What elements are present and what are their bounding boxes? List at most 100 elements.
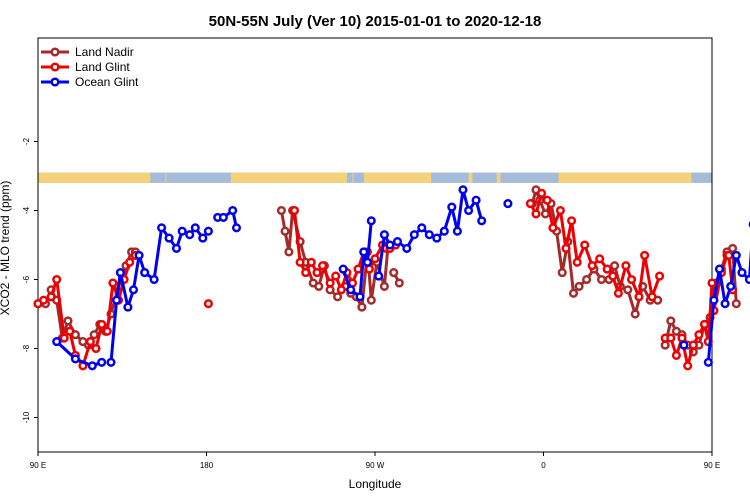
- data-point: [471, 195, 481, 205]
- data-point: [424, 230, 434, 240]
- data-point: [660, 340, 670, 350]
- data-point: [613, 288, 623, 298]
- land-strip-segment: [558, 172, 692, 183]
- data-point: [574, 281, 584, 291]
- data-point: [707, 278, 717, 288]
- data-point: [284, 247, 294, 257]
- data-point: [464, 205, 474, 216]
- data-point: [355, 292, 365, 302]
- data-point: [185, 230, 195, 240]
- data-point: [231, 223, 242, 233]
- data-point: [737, 268, 747, 278]
- data-point: [301, 268, 311, 278]
- data-point: [295, 257, 305, 267]
- x-tick-label: 0: [541, 461, 546, 470]
- data-point: [561, 243, 571, 253]
- data-point: [626, 274, 637, 285]
- data-point: [409, 230, 419, 240]
- data-point: [140, 268, 150, 278]
- land-strip-segment: [496, 172, 501, 183]
- data-point: [314, 281, 324, 291]
- data-point: [602, 264, 612, 274]
- y-tick-label: -2: [22, 137, 31, 145]
- data-point: [726, 281, 736, 291]
- data-point: [595, 254, 605, 264]
- data-point: [582, 274, 592, 285]
- data-point: [359, 247, 369, 257]
- data-point: [683, 361, 693, 371]
- series-ocean-glint: [52, 185, 750, 371]
- data-point: [417, 223, 427, 233]
- data-point: [677, 333, 687, 343]
- data-point: [228, 205, 238, 216]
- data-point: [357, 302, 367, 312]
- data-point: [621, 261, 631, 271]
- data-point: [112, 295, 122, 305]
- series-land-nadir: [33, 185, 741, 357]
- data-point: [744, 274, 750, 285]
- data-point: [318, 261, 328, 271]
- data-point: [439, 226, 449, 236]
- data-point: [557, 268, 567, 278]
- data-point: [647, 292, 657, 302]
- data-point: [724, 250, 734, 260]
- data-point: [97, 319, 107, 329]
- x-tick-label: 90 E: [30, 461, 46, 470]
- data-point: [46, 292, 56, 302]
- data-point: [555, 205, 565, 216]
- data-point: [568, 288, 579, 298]
- data-point: [542, 195, 552, 205]
- data-point: [190, 223, 200, 233]
- data-point: [671, 350, 681, 360]
- data-point: [392, 237, 403, 247]
- data-point: [336, 285, 346, 295]
- data-point: [203, 226, 213, 236]
- data-point: [52, 274, 62, 285]
- data-point: [128, 285, 139, 295]
- data-point: [688, 340, 698, 350]
- data-point: [379, 230, 389, 240]
- data-point: [567, 216, 577, 226]
- data-point: [731, 250, 741, 260]
- data-point: [370, 254, 380, 264]
- data-point: [703, 357, 713, 367]
- series-line: [706, 248, 750, 363]
- x-tick-label: 180: [200, 461, 214, 470]
- data-point: [85, 337, 95, 347]
- data-point: [731, 299, 741, 309]
- data-point: [623, 285, 633, 295]
- land-strip-segment: [38, 172, 151, 183]
- data-point: [548, 223, 558, 233]
- data-point: [91, 343, 101, 354]
- data-point: [108, 278, 118, 288]
- y-tick-label: -4: [22, 206, 31, 214]
- data-point: [477, 216, 487, 226]
- data-point: [580, 240, 590, 250]
- data-point: [608, 271, 618, 281]
- data-point: [432, 233, 442, 243]
- data-point: [280, 226, 290, 236]
- data-point: [218, 212, 228, 222]
- data-point: [312, 268, 322, 278]
- data-point: [572, 257, 582, 267]
- legend-label: Land Glint: [75, 60, 130, 74]
- land-strip-segment: [230, 172, 347, 183]
- data-point: [52, 337, 62, 347]
- series-line: [109, 226, 210, 363]
- data-point: [389, 268, 399, 278]
- data-point: [63, 316, 73, 326]
- data-point: [720, 299, 730, 309]
- data-point: [537, 188, 547, 198]
- data-point: [102, 326, 112, 336]
- series-line: [529, 191, 662, 299]
- data-point: [447, 202, 457, 212]
- legend-marker: [50, 47, 60, 57]
- series-line: [55, 340, 103, 368]
- data-point: [458, 185, 468, 195]
- data-point: [630, 309, 640, 319]
- data-point: [694, 330, 704, 340]
- x-axis-label: Longitude: [349, 477, 402, 491]
- data-point: [177, 226, 187, 236]
